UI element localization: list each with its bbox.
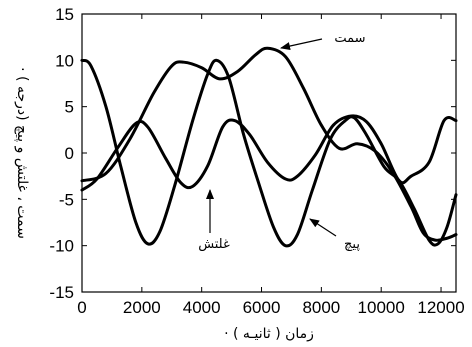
- y-tick-label: 15: [55, 5, 74, 24]
- annotation-arrow: [309, 218, 337, 237]
- plot-frame: [81, 13, 457, 293]
- y-tick-label: -5: [59, 190, 74, 209]
- axis-ticks: 0 2000 4000 6000 8000 10000 12000 -15 -10 -5 0 5 10 1…: [49, 5, 464, 317]
- x-tick-label: 8000: [302, 298, 340, 317]
- annotation-arrow: [280, 38, 323, 50]
- annotation-label: پیچ: [344, 237, 360, 252]
- series-line-3: [80, 58, 458, 248]
- x-tick-label: 0: [77, 298, 86, 317]
- x-tick-label: 6000: [243, 298, 281, 317]
- annotation-label: غلتش: [198, 237, 230, 252]
- x-axis-label: زمان ( ثانیـه ) ·: [224, 326, 314, 342]
- y-tick-label: 10: [55, 51, 74, 70]
- y-axis-label: سمت ، غلتش و پیچ (درجه ) ·: [14, 67, 30, 239]
- y-tick-label: -15: [49, 283, 74, 302]
- x-tick-label: 4000: [183, 298, 221, 317]
- series-lines: [80, 46, 458, 248]
- y-tick-label: 0: [65, 144, 74, 163]
- y-tick-label: -10: [49, 237, 74, 256]
- annotations: سمت غلتش پیچ: [198, 31, 365, 252]
- x-tick-label: 10000: [358, 298, 405, 317]
- y-tick-label: 5: [65, 98, 74, 117]
- annotation-label: سمت: [334, 31, 365, 46]
- series-line-1: [80, 46, 458, 242]
- x-tick-label: 2000: [123, 298, 161, 317]
- x-tick-label: 12000: [417, 298, 464, 317]
